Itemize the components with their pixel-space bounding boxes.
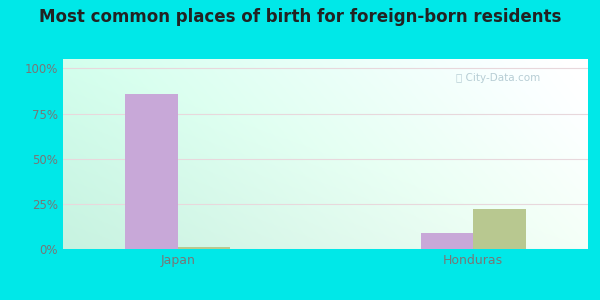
Text: Most common places of birth for foreign-born residents: Most common places of birth for foreign-… xyxy=(39,8,561,26)
Bar xyxy=(125,94,178,249)
Text: ⓘ City-Data.com: ⓘ City-Data.com xyxy=(456,73,540,83)
Bar xyxy=(421,233,473,249)
Bar xyxy=(473,209,526,249)
Bar xyxy=(178,247,230,249)
